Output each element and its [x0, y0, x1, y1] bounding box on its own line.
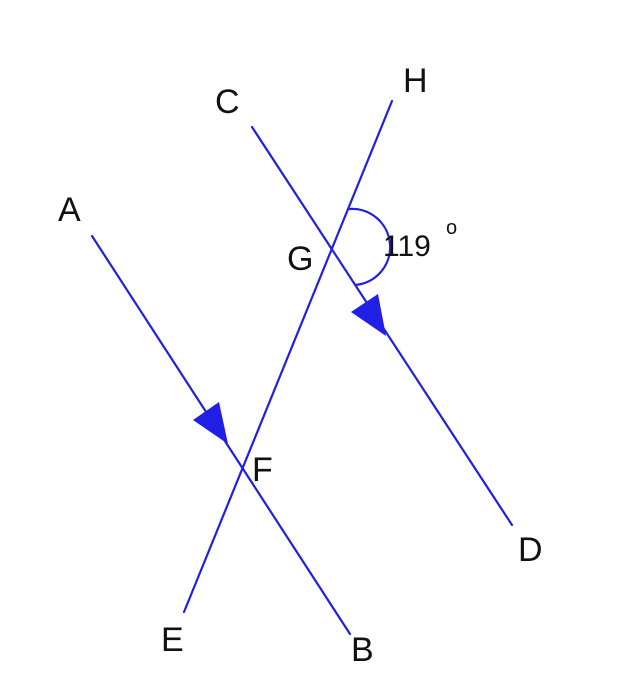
point-label-h: H	[403, 62, 428, 100]
angle-arc-119	[348, 207, 392, 287]
point-label-g: G	[287, 240, 313, 278]
point-label-e: E	[161, 621, 184, 659]
point-label-a: A	[58, 191, 81, 229]
point-label-d: D	[518, 531, 543, 569]
parallel-arrow-cd-icon	[351, 294, 386, 336]
line-eh	[182, 99, 394, 614]
parallel-arrow-ab-icon	[193, 402, 228, 444]
angle-value-label: 119	[383, 230, 431, 263]
point-label-c: C	[215, 83, 240, 121]
degree-mark: o	[446, 217, 457, 239]
point-label-f: F	[252, 451, 273, 489]
point-label-b: B	[351, 631, 374, 669]
